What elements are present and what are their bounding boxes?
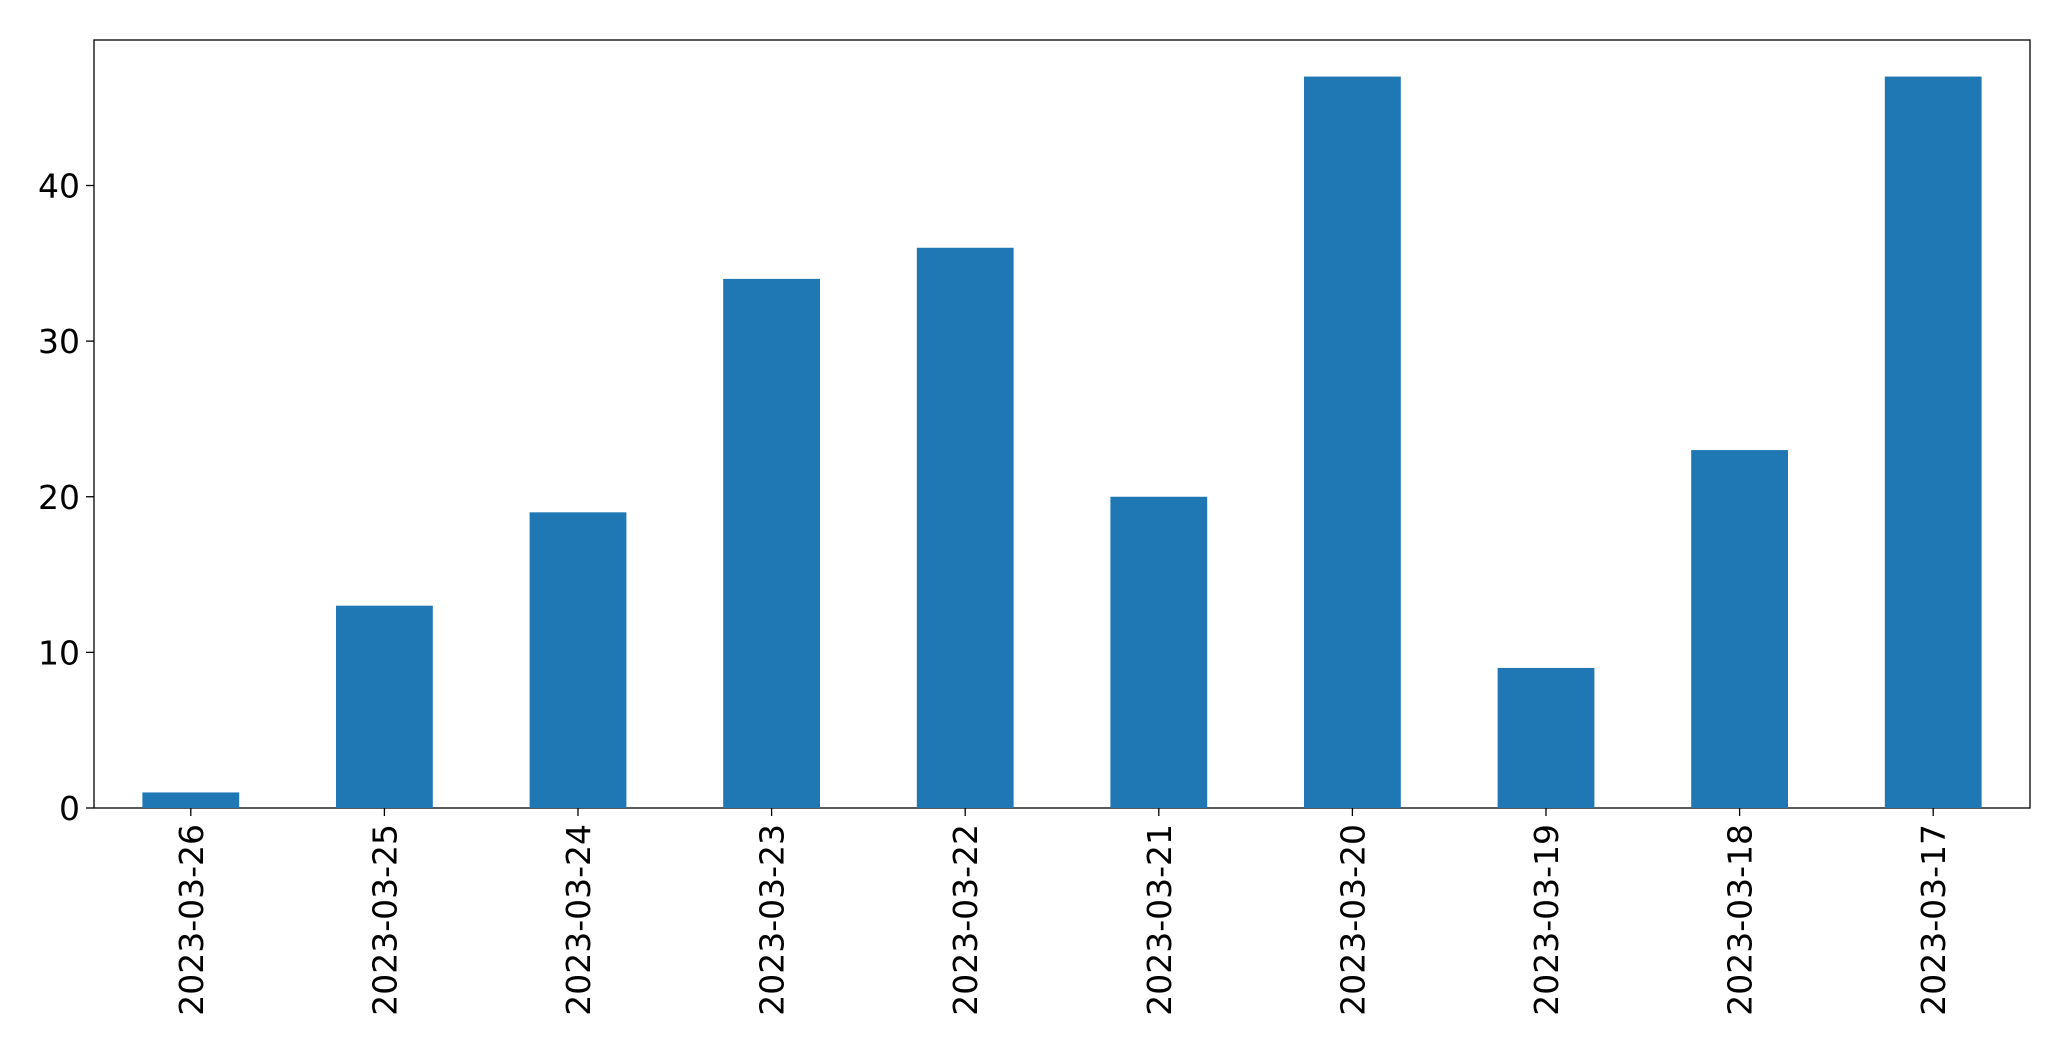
x-tick-label: 2023-03-18 [1721, 824, 1760, 1016]
y-tick-label: 0 [59, 789, 80, 828]
bar [1304, 76, 1401, 809]
bar [142, 792, 240, 808]
plot-frame [93, 39, 2031, 809]
y-tick-label: 30 [38, 322, 80, 361]
x-tick-label: 2023-03-23 [753, 824, 792, 1016]
x-tick-label: 2023-03-19 [1527, 824, 1566, 1016]
x-tick-label: 2023-03-20 [1333, 824, 1372, 1016]
bar [1497, 667, 1595, 808]
y-tick-label: 40 [38, 167, 80, 206]
x-tick-label: 2023-03-25 [365, 824, 404, 1016]
bar [916, 247, 1014, 808]
x-tick-label: 2023-03-17 [1914, 824, 1953, 1016]
x-tick-label: 2023-03-26 [172, 824, 211, 1016]
bar [723, 278, 820, 808]
bar [529, 512, 627, 808]
x-tick-label: 2023-03-24 [559, 824, 598, 1016]
bar [1691, 450, 1788, 808]
y-tick-label: 20 [38, 478, 80, 517]
bar [1110, 496, 1208, 808]
bar [336, 605, 433, 808]
y-tick-label: 10 [38, 633, 80, 672]
x-tick-label: 2023-03-22 [946, 824, 985, 1016]
x-tick-label: 2023-03-21 [1140, 824, 1179, 1016]
bar [1884, 76, 1982, 809]
